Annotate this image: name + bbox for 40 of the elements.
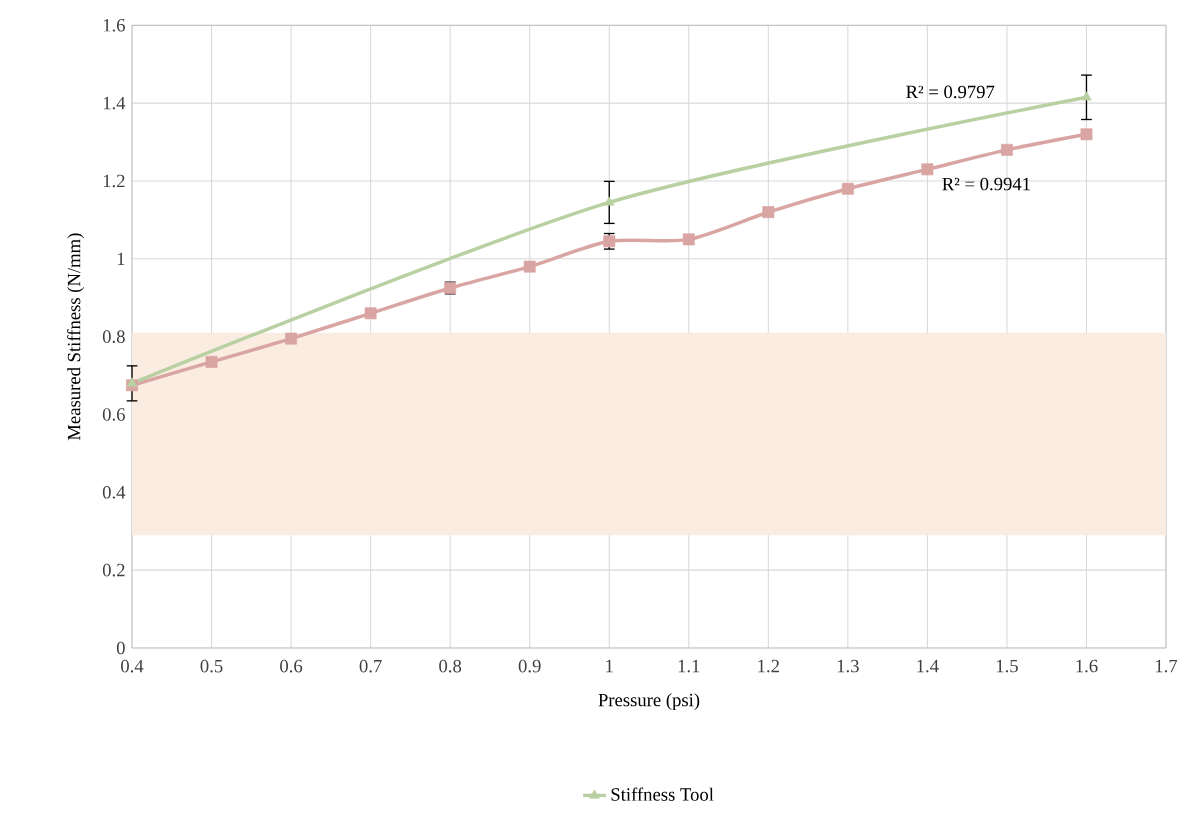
- y-tick-label: 1.6: [103, 19, 125, 32]
- x-tick-label: 1.7: [1155, 659, 1178, 673]
- x-tick-label: 0.5: [200, 659, 223, 673]
- point: [1081, 91, 1092, 101]
- x-tick-label: 1.3: [837, 659, 859, 673]
- y-tick-label: 0.4: [102, 485, 126, 499]
- x-tick-label: 1.6: [1076, 659, 1098, 673]
- annotation: R² = 0.9797: [906, 85, 995, 99]
- point: [762, 206, 775, 219]
- point: [285, 332, 298, 345]
- y-axis-title: Measured Stiffness (N/mm): [67, 233, 85, 441]
- y-tick-label: 0: [116, 641, 125, 655]
- point: [604, 196, 615, 206]
- legend-label: Stiffness Tool: [611, 787, 714, 801]
- x-tick-label: 1.5: [996, 659, 1018, 673]
- x-tick-label: 0.9: [518, 659, 541, 673]
- x-tick-label: 1.2: [758, 659, 779, 673]
- x-tick-label: 1.4: [917, 659, 939, 673]
- point: [682, 233, 695, 246]
- y-tick-label: 1: [117, 252, 125, 265]
- point: [523, 260, 536, 273]
- point: [921, 163, 934, 176]
- y-tick-label: 0.2: [102, 563, 125, 577]
- y-tick-label: 1.4: [103, 96, 126, 110]
- point: [364, 307, 377, 320]
- point: [841, 182, 854, 195]
- point: [205, 356, 218, 368]
- x-tick-label: 1.1: [678, 659, 700, 673]
- y-tick-label: 0.6: [102, 408, 125, 421]
- x-axis-title: Pressure (psi): [598, 693, 700, 711]
- point: [1080, 128, 1093, 141]
- x-tick-label: 0.7: [359, 659, 382, 673]
- x-tick-label: 0.8: [439, 659, 462, 673]
- point: [126, 377, 138, 387]
- point: [1000, 143, 1013, 156]
- y-tick-label: 1.2: [103, 174, 125, 188]
- annotation: R² = 0.9941: [942, 177, 1030, 191]
- y-tick-label: 0.8: [102, 330, 125, 343]
- x-tick-label: 0.6: [280, 659, 303, 673]
- x-tick-label: 1: [606, 659, 613, 673]
